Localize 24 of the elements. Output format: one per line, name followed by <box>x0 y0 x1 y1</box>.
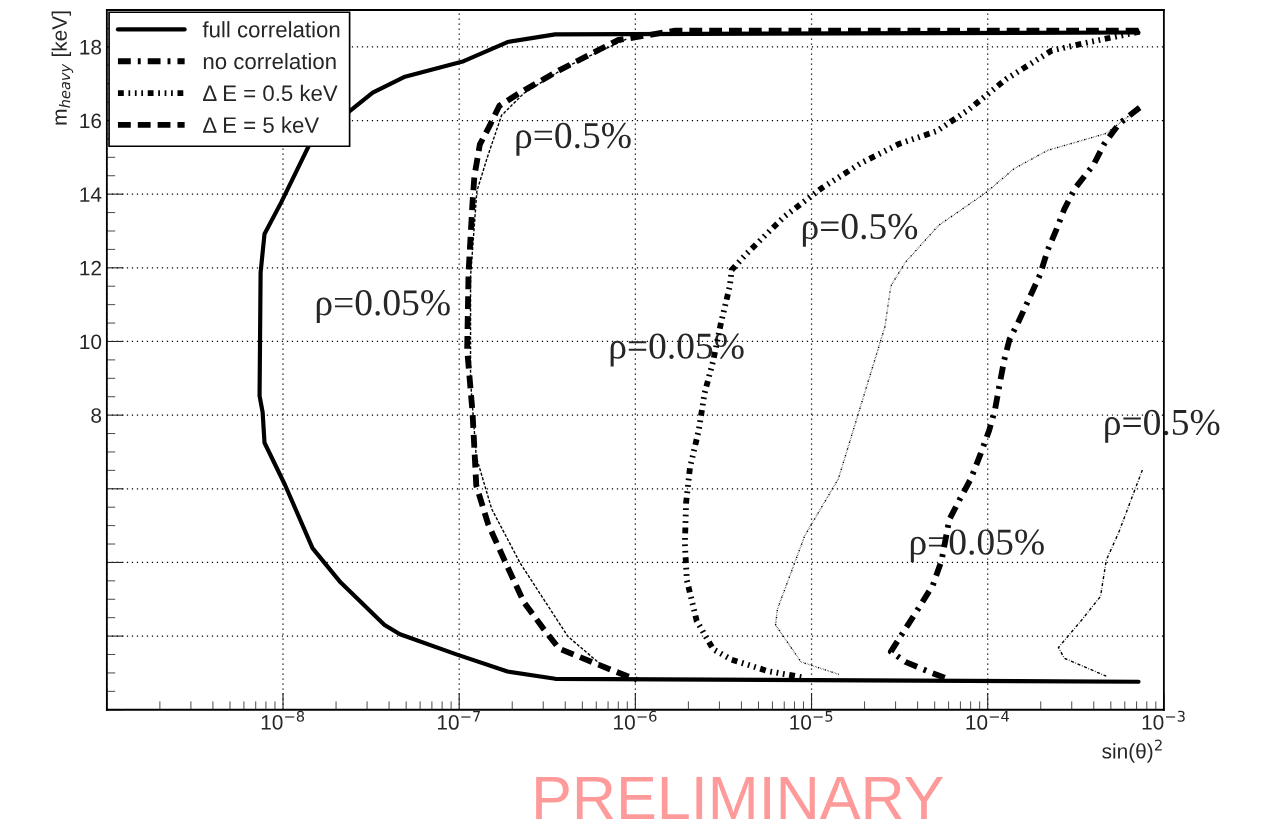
legend-label: full correlation <box>202 21 340 38</box>
x-tick-label: 10$^{−5}$ <box>790 710 833 730</box>
annotation: ρ=0.05% <box>910 529 1044 563</box>
y-tick-label: 10 <box>80 334 102 350</box>
x-tick-label: 10$^{−6}$ <box>614 710 657 730</box>
legend-label: no correlation <box>203 52 336 70</box>
x-tick-label: 10$^{−7}$ <box>437 710 480 730</box>
x-tick-label: 10$^{−3}$ <box>1142 710 1185 730</box>
legend-label: Δ E = 0.5 keV <box>203 84 338 102</box>
x-axis-title: sin(θ)$^{2}$ <box>1102 739 1162 763</box>
text: PRELIMINARY <box>536 776 944 819</box>
y-tick-label: 14 <box>80 187 102 202</box>
legend-label: Δ E = 5 keV <box>203 116 320 133</box>
y-tick-label: 16 <box>80 113 102 129</box>
annotation: ρ=0.5% <box>802 213 918 247</box>
annotation: ρ=0.05% <box>610 333 744 367</box>
y-axis-title: m$_{heavy}$ [keV] <box>51 11 74 125</box>
y-tick-label: 18 <box>80 39 102 55</box>
annotation: ρ=0.05% <box>316 290 450 324</box>
annotation: ρ=0.5% <box>516 122 631 156</box>
x-tick-label: 10$^{−8}$ <box>261 710 305 730</box>
y-tick-label: 12 <box>80 260 101 276</box>
y-tick-label: 8 <box>91 408 102 423</box>
x-tick-label: 10$^{−4}$ <box>966 710 1009 730</box>
